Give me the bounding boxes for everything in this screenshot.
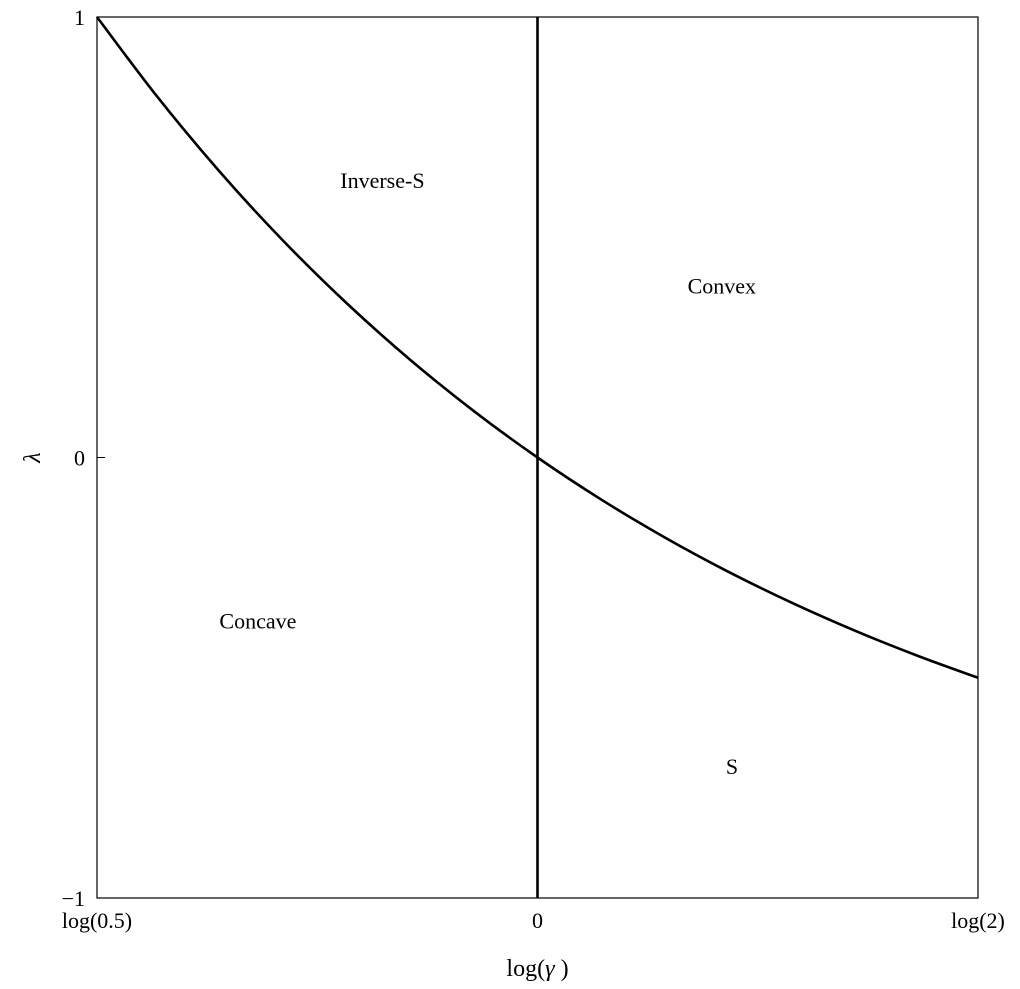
x-tick-label: log(2) [951, 908, 1005, 933]
series-group [95, 16, 979, 679]
y-tick-label: 1 [74, 5, 85, 30]
region-label: Convex [688, 274, 756, 299]
x-tick-label: log(0.5) [62, 908, 132, 933]
region-label: S [726, 754, 738, 779]
axis-labels: log(γ ) λ [20, 452, 569, 982]
x-axis-label-suffix: ) [555, 956, 569, 982]
x-tick-label: 0 [532, 908, 543, 933]
tick-group: log(0.5) 0 log(2) −1 0 1 [62, 5, 1005, 933]
y-axis-label: λ [20, 452, 46, 463]
region-label: Concave [219, 608, 296, 633]
y-tick-label: 0 [74, 446, 85, 471]
x-axis-label-symbol: γ [545, 956, 555, 982]
region-labels: Inverse-S Convex Concave S [219, 168, 756, 779]
x-axis-label-prefix: log( [506, 956, 545, 982]
boundary-curve [95, 16, 979, 679]
region-label: Inverse-S [340, 168, 424, 193]
y-tick-label: −1 [62, 886, 85, 911]
x-axis-label: log(γ ) [506, 956, 568, 982]
